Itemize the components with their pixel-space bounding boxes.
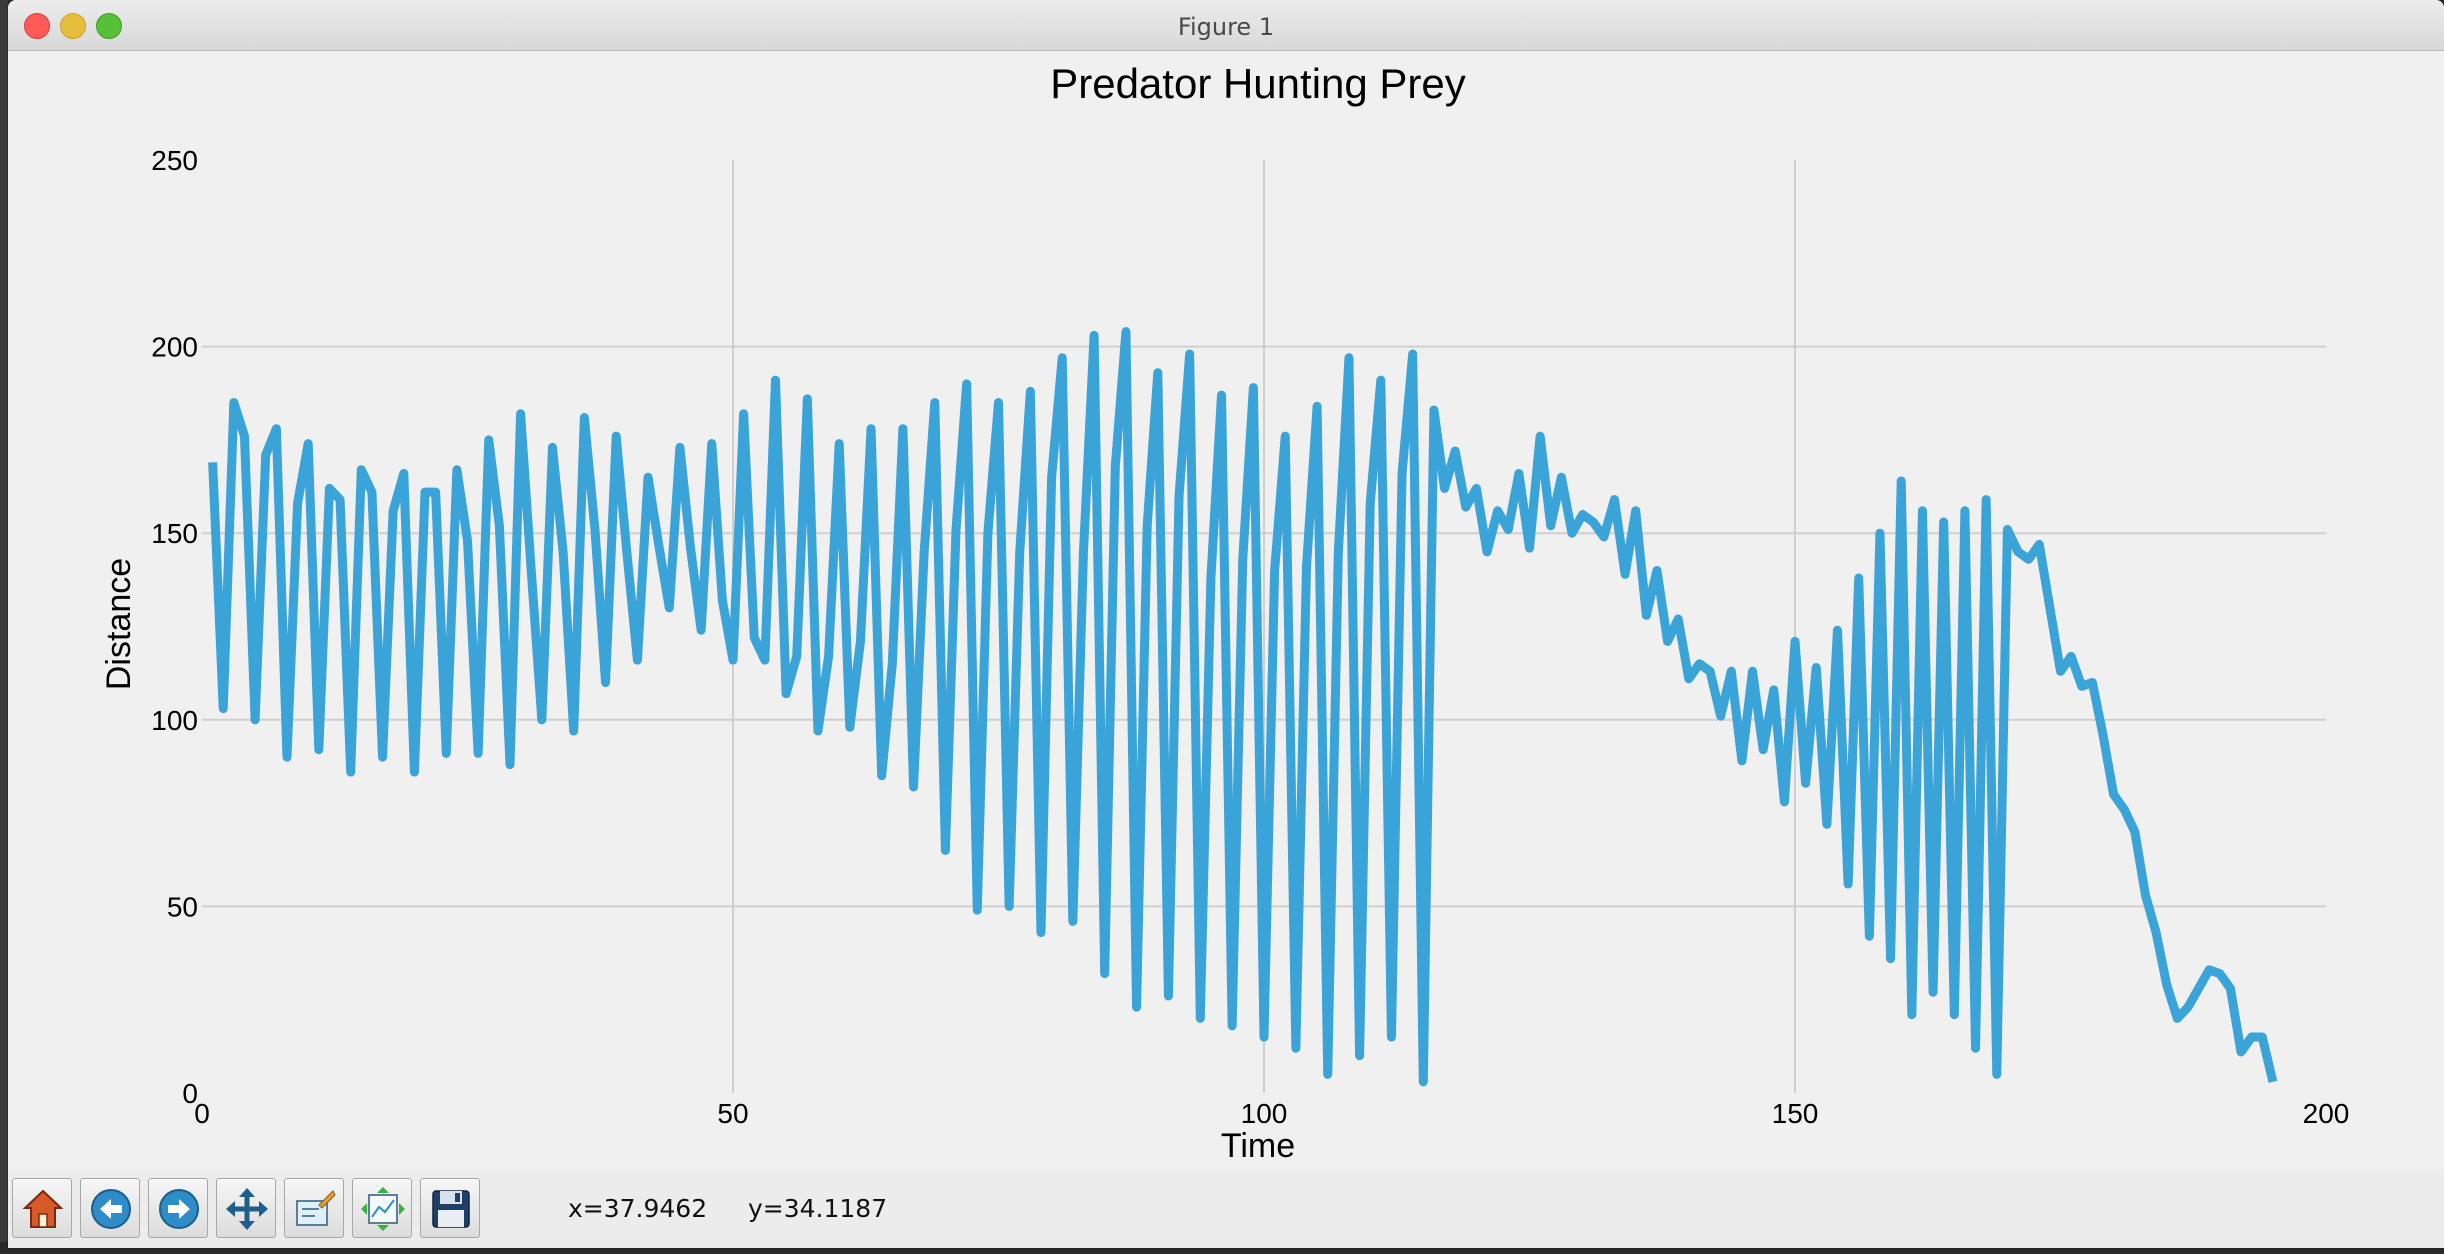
figure-window: Figure 1 0 50 100 150 200 0 50 100 150 200 250 Pre… [8, 0, 2444, 1248]
zoom-rect-icon [296, 1190, 336, 1226]
x-tick-label: 50 [717, 1098, 748, 1129]
back-arrow-icon [91, 1189, 131, 1229]
y-tick-label: 50 [167, 891, 198, 922]
subplots-button[interactable] [352, 1178, 412, 1238]
back-button[interactable] [80, 1178, 140, 1238]
save-button[interactable] [420, 1178, 480, 1238]
home-button[interactable] [12, 1178, 72, 1238]
x-tick-label: 150 [1772, 1098, 1819, 1129]
y-tick-label: 200 [151, 332, 198, 363]
close-window-button[interactable] [24, 13, 50, 39]
pan-arrows-icon [226, 1188, 268, 1230]
plot-canvas[interactable]: 0 50 100 150 200 0 50 100 150 200 250 Predator Hun… [8, 50, 2444, 1170]
chart-title: Predator Hunting Prey [1050, 60, 1466, 107]
y-tick-label: 100 [151, 705, 198, 736]
pan-button[interactable] [216, 1178, 276, 1238]
minimize-window-button[interactable] [60, 13, 86, 39]
forward-arrow-icon [159, 1189, 199, 1229]
x-tick-label: 100 [1241, 1098, 1288, 1129]
background-terminal-edge [0, 0, 8, 1254]
y-tick-label: 0 [182, 1078, 198, 1109]
subplots-config-icon [361, 1187, 405, 1231]
y-tick-label: 250 [151, 145, 198, 176]
zoom-button[interactable] [284, 1178, 344, 1238]
y-tick-label: 150 [151, 518, 198, 549]
navigation-toolbar: x=37.9462 y=34.1187 [8, 1170, 2444, 1248]
home-icon [22, 1189, 64, 1228]
floppy-disk-icon [432, 1190, 470, 1228]
cursor-y-readout: y=34.1187 [748, 1194, 888, 1223]
cursor-x-readout: x=37.9462 [568, 1194, 708, 1223]
title-bar[interactable]: Figure 1 [8, 0, 2444, 51]
x-axis-label: Time [1221, 1127, 1295, 1165]
y-axis-label: Distance [100, 558, 138, 690]
series-line [208, 327, 2278, 1087]
maximize-window-button[interactable] [96, 13, 122, 39]
window-title: Figure 1 [1177, 13, 1275, 41]
x-tick-label: 0 [194, 1098, 210, 1129]
forward-button[interactable] [148, 1178, 208, 1238]
x-tick-label: 200 [2303, 1098, 2350, 1129]
tick-labels: 0 50 100 150 200 0 50 100 150 200 250 [151, 145, 2349, 1129]
